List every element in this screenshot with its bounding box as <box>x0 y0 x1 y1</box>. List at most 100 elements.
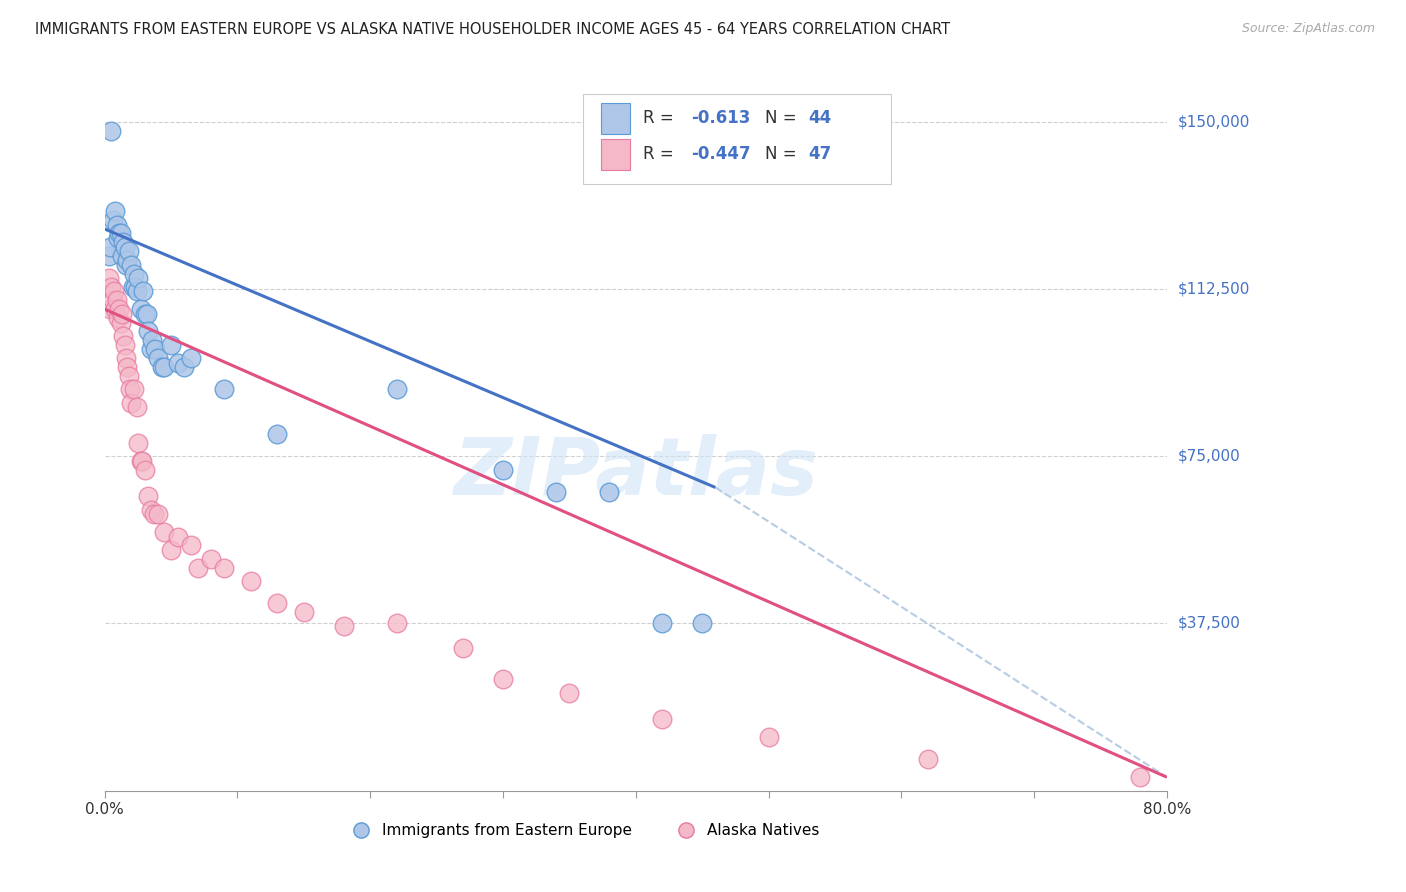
Point <box>110 316 132 330</box>
Point <box>141 334 163 348</box>
Point <box>125 285 148 299</box>
FancyBboxPatch shape <box>582 94 891 184</box>
Point <box>146 351 169 366</box>
Point <box>492 672 515 686</box>
Point <box>124 280 146 294</box>
Point <box>127 271 149 285</box>
Point <box>110 227 132 241</box>
Point <box>917 752 939 766</box>
Point <box>143 343 166 357</box>
Point <box>107 311 129 326</box>
Point <box>132 285 155 299</box>
Point <box>180 538 202 552</box>
Point <box>492 463 515 477</box>
Text: R =: R = <box>643 110 679 128</box>
Point <box>108 227 131 241</box>
Text: 44: 44 <box>808 110 831 128</box>
Text: IMMIGRANTS FROM EASTERN EUROPE VS ALASKA NATIVE HOUSEHOLDER INCOME AGES 45 - 64 : IMMIGRANTS FROM EASTERN EUROPE VS ALASKA… <box>35 22 950 37</box>
Point <box>598 485 620 500</box>
Point <box>558 685 581 699</box>
Point <box>142 507 165 521</box>
Point <box>107 231 129 245</box>
Point <box>266 596 288 610</box>
Point <box>120 396 142 410</box>
Point <box>385 616 408 631</box>
Point <box>134 307 156 321</box>
Point <box>1129 770 1152 784</box>
Text: $112,500: $112,500 <box>1178 282 1250 297</box>
Point <box>122 383 145 397</box>
Point <box>114 338 136 352</box>
Point <box>451 640 474 655</box>
Point <box>105 218 128 232</box>
Point <box>97 249 120 263</box>
Text: N =: N = <box>765 110 803 128</box>
Text: R =: R = <box>643 145 679 163</box>
Point <box>104 302 127 317</box>
Legend: Immigrants from Eastern Europe, Alaska Natives: Immigrants from Eastern Europe, Alaska N… <box>340 817 825 845</box>
Point <box>105 293 128 308</box>
Point <box>101 213 124 227</box>
FancyBboxPatch shape <box>600 139 630 169</box>
Point <box>166 356 188 370</box>
Point <box>104 204 127 219</box>
Point <box>129 454 152 468</box>
Point <box>117 360 139 375</box>
Point <box>120 258 142 272</box>
FancyBboxPatch shape <box>600 103 630 134</box>
Point <box>239 574 262 588</box>
Point <box>266 427 288 442</box>
Point <box>125 401 148 415</box>
Point <box>111 307 134 321</box>
Text: $150,000: $150,000 <box>1178 114 1250 129</box>
Point <box>117 253 139 268</box>
Point <box>131 454 153 468</box>
Point <box>141 502 163 516</box>
Point <box>108 302 131 317</box>
Text: ZIPatlas: ZIPatlas <box>453 434 818 512</box>
Point <box>187 560 209 574</box>
Text: 47: 47 <box>808 145 831 163</box>
Text: $37,500: $37,500 <box>1178 616 1241 631</box>
Point <box>98 240 121 254</box>
Point <box>166 529 188 543</box>
Point <box>98 302 121 317</box>
Point <box>212 560 235 574</box>
Point <box>651 712 673 726</box>
Text: -0.613: -0.613 <box>690 110 751 128</box>
Point <box>114 240 136 254</box>
Point <box>150 360 173 375</box>
Point <box>117 369 139 384</box>
Point <box>690 616 713 631</box>
Point <box>121 280 143 294</box>
Point <box>173 360 195 375</box>
Point <box>138 325 160 339</box>
Point <box>115 258 138 272</box>
Point <box>112 329 135 343</box>
Point <box>115 351 138 366</box>
Point <box>153 360 176 375</box>
Point <box>758 730 780 744</box>
Point <box>146 507 169 521</box>
Point <box>100 124 122 138</box>
Point <box>111 249 134 263</box>
Point <box>127 436 149 450</box>
Point <box>134 463 156 477</box>
Point <box>332 618 354 632</box>
Point <box>385 383 408 397</box>
Point <box>136 307 159 321</box>
Point <box>138 490 160 504</box>
Text: $75,000: $75,000 <box>1178 449 1240 464</box>
Point <box>129 302 152 317</box>
Point <box>292 605 315 619</box>
Point <box>141 343 163 357</box>
Point <box>153 524 176 539</box>
Point <box>100 280 122 294</box>
Point <box>651 616 673 631</box>
Text: N =: N = <box>765 145 803 163</box>
Point <box>200 551 222 566</box>
Text: Source: ZipAtlas.com: Source: ZipAtlas.com <box>1241 22 1375 36</box>
Point <box>112 235 135 250</box>
Point <box>118 383 141 397</box>
Point <box>101 293 124 308</box>
